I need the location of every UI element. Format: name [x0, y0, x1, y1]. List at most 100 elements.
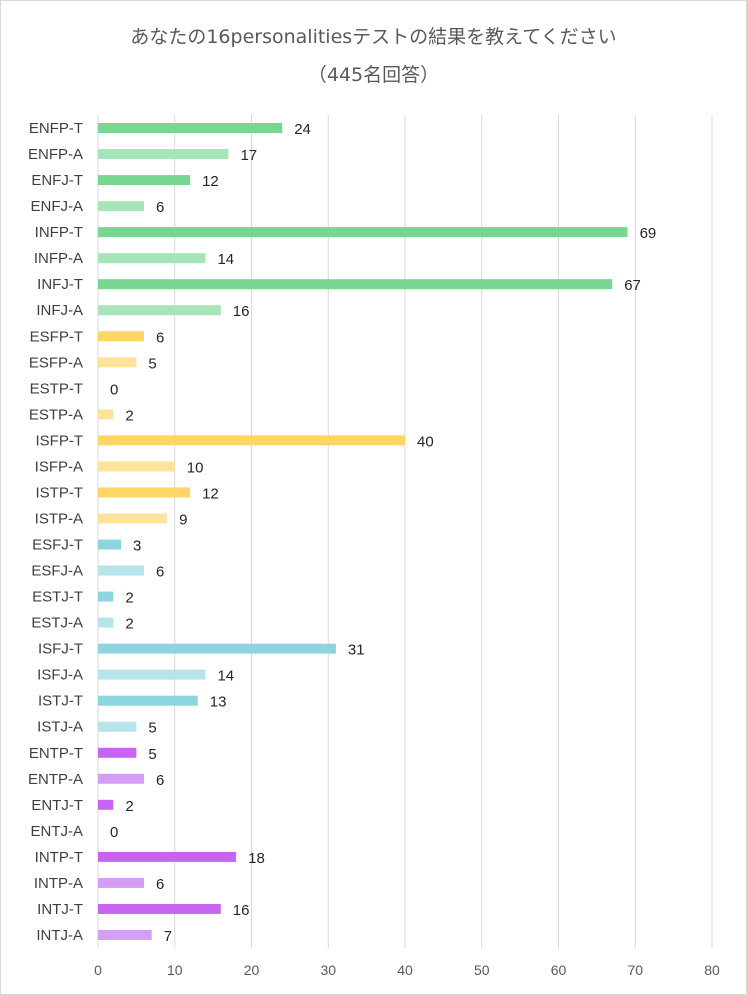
- bar: [98, 175, 191, 186]
- data-label: 14: [217, 668, 234, 685]
- category-label: ENFJ-A: [31, 198, 84, 215]
- data-label: 2: [125, 798, 133, 815]
- category-label: INFP-A: [34, 250, 83, 267]
- bar: [98, 591, 114, 602]
- category-label: INTP-T: [35, 849, 83, 866]
- data-label: 2: [125, 616, 133, 633]
- data-label: 0: [110, 381, 118, 398]
- bar: [98, 357, 137, 368]
- category-label: ENFP-A: [28, 146, 83, 163]
- bar: [98, 565, 145, 576]
- bar: [98, 331, 145, 342]
- data-label: 12: [202, 485, 219, 502]
- data-label: 2: [125, 590, 133, 607]
- x-tick-label: 80: [704, 962, 720, 978]
- x-tick-label: 30: [320, 962, 336, 978]
- bar: [98, 461, 175, 472]
- bar: [98, 877, 145, 888]
- x-tick-label: 50: [474, 962, 490, 978]
- category-label: INTJ-T: [37, 901, 83, 918]
- bar: [98, 201, 145, 212]
- category-label: ESTP-A: [29, 406, 83, 423]
- data-label: 17: [240, 147, 257, 164]
- bar: [98, 487, 191, 498]
- bar: [98, 643, 336, 654]
- category-label: ESFJ-T: [32, 537, 83, 554]
- category-label: ESFJ-A: [31, 563, 83, 580]
- category-label: ISFJ-A: [37, 667, 83, 684]
- bar: [98, 773, 145, 784]
- bar: [98, 513, 168, 524]
- bar: [98, 617, 114, 628]
- category-label: INFJ-A: [36, 302, 83, 319]
- category-label: ENTP-A: [28, 771, 83, 788]
- category-label: INFJ-T: [37, 276, 83, 293]
- bar: [98, 149, 229, 160]
- bar: [98, 721, 137, 732]
- bar: [98, 409, 114, 420]
- category-label: ENFP-T: [29, 120, 83, 137]
- data-label: 18: [248, 850, 265, 867]
- data-label: 5: [148, 746, 156, 763]
- x-tick-label: 70: [627, 962, 643, 978]
- x-tick-label: 40: [397, 962, 413, 978]
- data-label: 7: [164, 928, 172, 945]
- bar: [98, 851, 237, 862]
- category-label: ISFJ-T: [38, 641, 83, 658]
- bar: [98, 123, 283, 134]
- x-tick-label: 60: [551, 962, 567, 978]
- data-label: 3: [133, 538, 141, 555]
- category-label: ESTJ-A: [31, 615, 83, 632]
- category-label: ENTP-T: [29, 745, 83, 762]
- category-label: INTJ-A: [36, 927, 83, 944]
- data-label: 9: [179, 511, 187, 528]
- bar: [98, 227, 628, 238]
- bar: [98, 435, 405, 446]
- data-label: 6: [156, 876, 164, 893]
- category-label: ISTJ-A: [37, 719, 83, 736]
- bar: [98, 799, 114, 810]
- chart-subtitle: （445名回答）: [307, 64, 440, 86]
- category-label: ESTP-T: [30, 380, 83, 397]
- category-label: INFP-T: [35, 224, 83, 241]
- category-label: ENTJ-T: [31, 797, 83, 814]
- data-label: 67: [624, 277, 641, 294]
- category-label: ISFP-T: [36, 432, 84, 449]
- data-label: 2: [125, 407, 133, 424]
- x-tick-label: 0: [94, 962, 102, 978]
- data-label: 6: [156, 772, 164, 789]
- data-label: 6: [156, 329, 164, 346]
- category-label: ESTJ-T: [32, 589, 83, 606]
- category-label: ENFJ-T: [31, 172, 83, 189]
- chart-title: あなたの16personalitiesテストの結果を教えてください: [130, 26, 617, 48]
- data-label: 13: [210, 694, 227, 711]
- category-label: ISTP-T: [36, 484, 84, 501]
- bar: [98, 903, 221, 914]
- data-label: 24: [294, 121, 311, 138]
- bar: [98, 695, 198, 706]
- category-label: ENTJ-A: [31, 823, 84, 840]
- bar: [98, 305, 221, 316]
- data-label: 16: [233, 902, 250, 919]
- data-label: 6: [156, 199, 164, 216]
- category-label: ESFP-T: [30, 328, 83, 345]
- data-label: 5: [148, 355, 156, 372]
- category-label: INTP-A: [34, 875, 83, 892]
- bar: [98, 279, 613, 290]
- bar: [98, 929, 152, 940]
- x-tick-label: 10: [167, 962, 183, 978]
- data-label: 14: [217, 251, 234, 268]
- data-label: 0: [110, 824, 118, 841]
- data-label: 31: [348, 642, 365, 659]
- data-label: 69: [640, 225, 657, 242]
- data-label: 6: [156, 564, 164, 581]
- bar: [98, 747, 137, 758]
- category-label: ESFP-A: [29, 354, 83, 371]
- data-label: 10: [187, 459, 204, 476]
- data-label: 40: [417, 433, 434, 450]
- bar: [98, 539, 122, 550]
- category-label: ISTP-A: [35, 510, 83, 527]
- x-tick-label: 20: [244, 962, 260, 978]
- category-label: ISFP-A: [35, 458, 83, 475]
